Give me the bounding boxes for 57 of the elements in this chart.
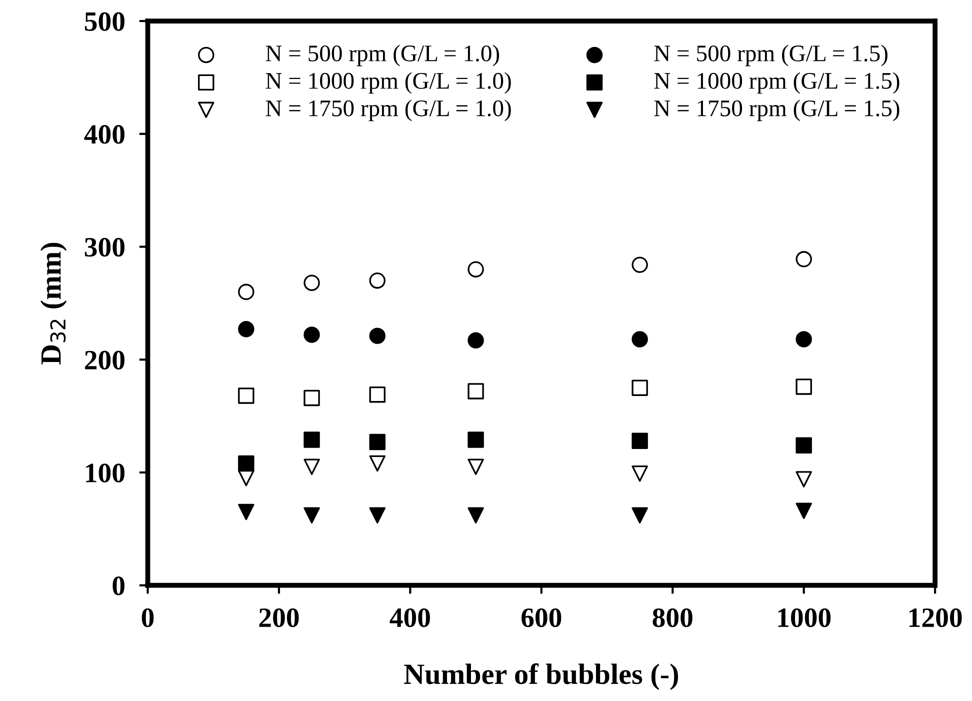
point [468,383,484,400]
x-tick-label: 600 [522,608,562,628]
point [796,471,812,488]
point [304,390,320,406]
x-tick-label: 800 [652,608,692,628]
point [304,432,320,448]
point [468,432,484,448]
point [369,328,386,344]
point [632,256,648,273]
x-axis-title: Number of bubbles (-) [404,663,678,690]
x-tick-label: 1000 [778,608,831,628]
point [238,455,254,472]
point [369,455,386,472]
legend-label: N = 500 rpm (G/L = 1.5) [654,44,888,66]
legend-label: N = 1000 rpm (G/L = 1.0) [266,72,511,94]
y-axis-title: D$_{32}$ (mm) [40,242,67,364]
point [796,378,812,395]
y-tick-label: 200 [85,350,124,370]
point [468,458,484,475]
point [369,386,386,403]
x-tick-label: 0 [142,608,154,628]
point [304,326,320,343]
legend-label: N = 500 rpm (G/L = 1.0) [266,44,500,66]
point [468,332,484,349]
point [796,251,812,268]
y-tick-label: 0 [112,576,124,596]
point [796,502,812,519]
legend-label: N = 1000 rpm (G/L = 1.5) [654,72,900,94]
y-tick-label: 500 [84,12,124,31]
legend-label: N = 1750 rpm (G/L = 1.0) [266,100,511,122]
y-tick-label: 400 [84,125,124,144]
y-tick-label: 100 [86,464,124,482]
point [238,470,254,486]
point [632,507,648,524]
point [238,388,254,404]
point [632,432,648,449]
point [304,274,320,291]
legend-label: N = 1750 rpm (G/L = 1.5) [654,100,900,122]
y-tick-label: 300 [84,238,124,257]
point [632,331,648,348]
point [238,504,254,520]
point [468,507,484,524]
point [369,272,386,289]
x-tick-label: 400 [390,608,430,628]
point [304,458,320,475]
point [796,437,812,454]
point [468,261,484,278]
point [632,465,648,482]
point [632,380,648,396]
point [238,284,254,300]
point [796,331,812,348]
x-tick-label: 200 [259,608,299,628]
x-tick-label: 1200 [910,608,962,628]
point [369,434,386,450]
point [304,507,320,524]
point [238,321,254,338]
point [369,507,386,524]
